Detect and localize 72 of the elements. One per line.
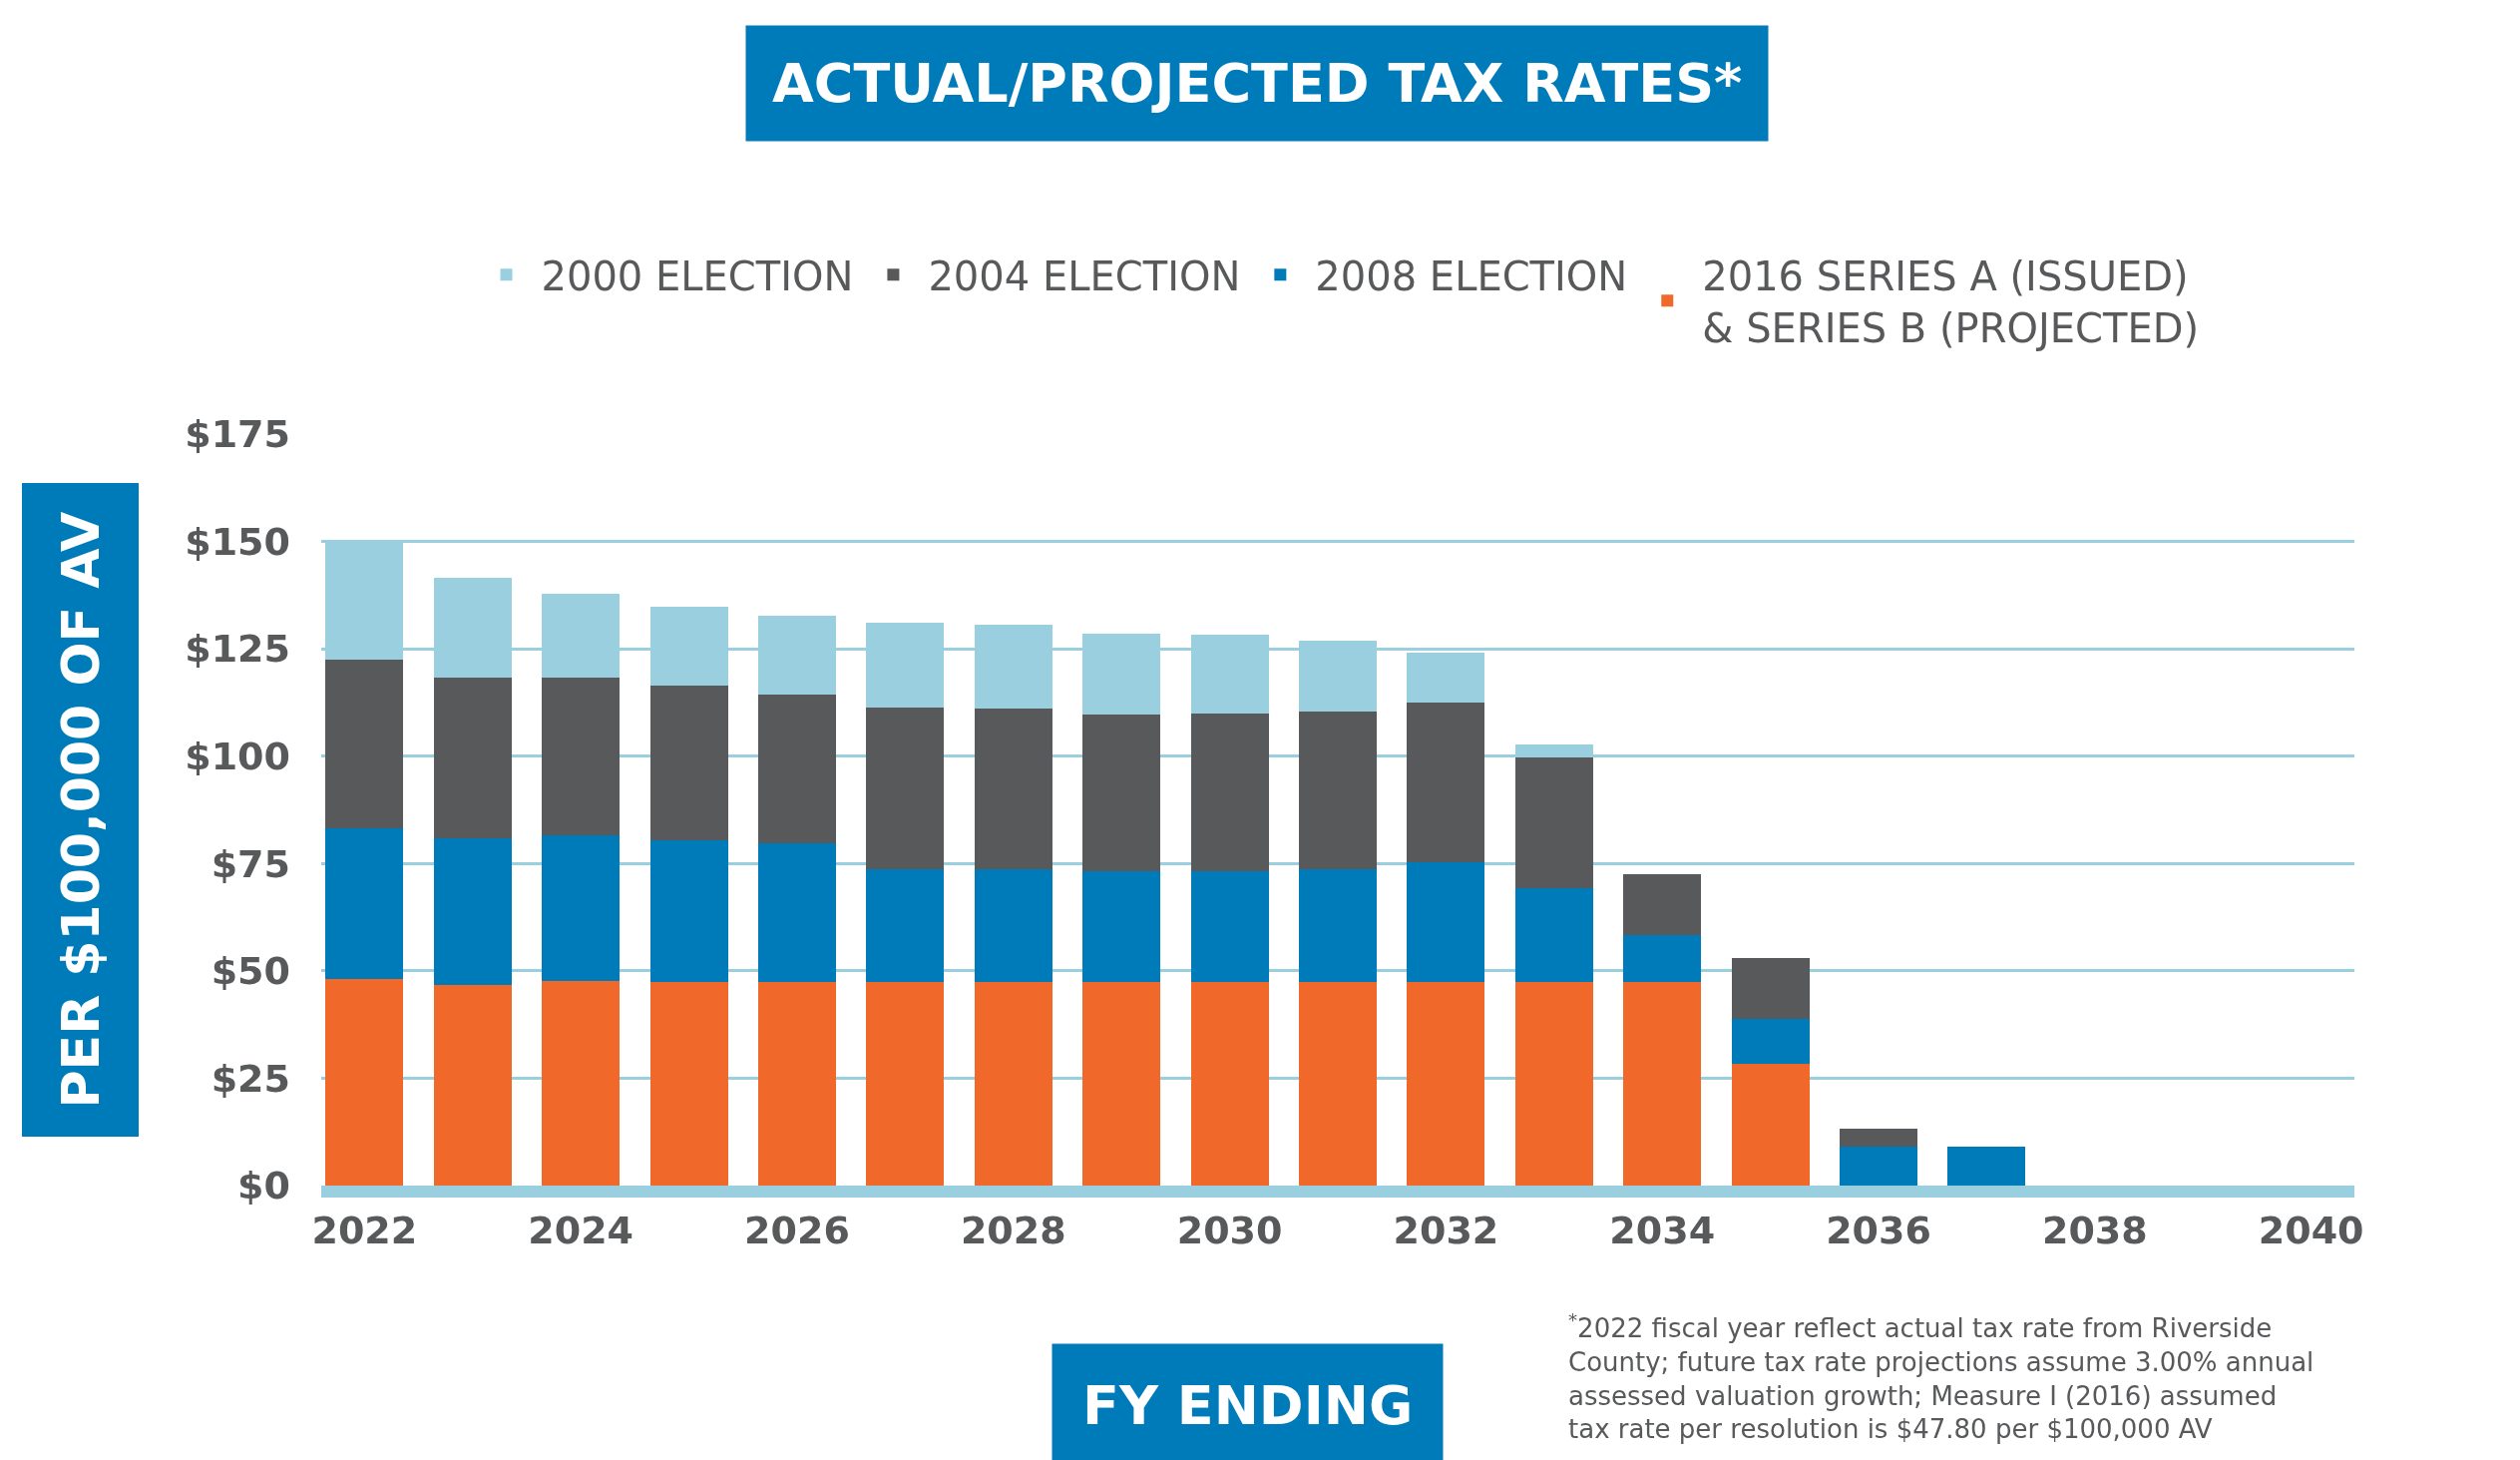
x-tick-label: 2038: [2041, 1208, 2148, 1252]
bar: [325, 978, 404, 1186]
y-tick-label: $50: [210, 949, 290, 994]
bar: [1731, 957, 1810, 1019]
bar: [1514, 756, 1593, 889]
x-axis-title: FY ENDING: [1082, 1374, 1414, 1437]
bar: [1298, 711, 1378, 869]
bar: [1731, 1064, 1810, 1186]
bar: [1082, 714, 1161, 871]
bar: [1623, 982, 1702, 1186]
bar: [1947, 1146, 2026, 1186]
bar: [325, 659, 404, 828]
x-tick-label: 2032: [1393, 1208, 1499, 1252]
x-tick-label: 2022: [311, 1208, 418, 1252]
x-tick-label: 2034: [1609, 1208, 1716, 1252]
bar: [1840, 1146, 1918, 1186]
y-tick-label: $150: [185, 519, 290, 564]
bar: [1407, 653, 1485, 703]
bar: [542, 980, 621, 1186]
x-tick-label: 2030: [1176, 1208, 1283, 1252]
bar: [325, 827, 404, 979]
y-tick-label: $175: [185, 412, 290, 457]
bar: [1514, 888, 1593, 983]
bar: [866, 982, 945, 1186]
bar: [974, 868, 1052, 983]
bar: [433, 677, 512, 839]
bar: [866, 868, 945, 983]
x-tick-label: 2036: [1826, 1208, 1931, 1252]
legend-label: 2016 SERIES A (ISSUED) & SERIES B (PROJECTED): [1702, 252, 2200, 351]
bar: [649, 840, 728, 983]
bar: [974, 709, 1052, 869]
x-tick-label: 2028: [960, 1208, 1066, 1252]
bar: [1190, 714, 1269, 871]
bar: [1731, 1018, 1810, 1065]
x-tick-label: 2040: [2258, 1208, 2364, 1252]
bar: [433, 838, 512, 985]
bar: [1298, 868, 1378, 983]
bar: [1082, 982, 1161, 1186]
bar: [649, 982, 728, 1186]
y-tick-label: $100: [185, 734, 290, 779]
bar: [1190, 982, 1269, 1186]
text: $^{*}$2022 fiscal year reflect actual tax rate from Riverside County; future tax rate projections assume 3.00% annual assessed valuation growth; Measure I (2016) assumed tax rate per resolution is $47.80 per $100,000 AV: [1568, 1309, 2314, 1445]
bar: [757, 843, 836, 983]
bar: [433, 984, 512, 1186]
bar: [1514, 982, 1593, 1186]
bar: [974, 982, 1052, 1186]
bar: [1407, 982, 1485, 1186]
bar: [1190, 870, 1269, 983]
bar: [1623, 935, 1702, 983]
bar: [542, 835, 621, 981]
y-tick-label: $25: [210, 1056, 290, 1101]
y-tick-label: $75: [210, 841, 290, 886]
x-tick-label: 2026: [744, 1208, 850, 1252]
legend-label: 2004 ELECTION: [928, 252, 1241, 299]
bar: [1407, 702, 1485, 863]
legend-label: 2000 ELECTION: [541, 252, 854, 299]
bar: [1407, 862, 1485, 983]
y-tick-label: $125: [185, 627, 290, 672]
bar: [1082, 870, 1161, 983]
chart-title: ACTUAL/PROJECTED TAX RATES*: [772, 52, 1743, 115]
y-tick-label: $0: [237, 1164, 290, 1209]
bar: [1840, 1128, 1918, 1147]
bar: [757, 982, 836, 1186]
bar: [649, 685, 728, 841]
bar: [542, 677, 621, 836]
bar: [1298, 982, 1378, 1186]
legend-label: 2008 ELECTION: [1315, 252, 1628, 299]
bar: [866, 707, 945, 869]
bar: [1623, 874, 1702, 936]
bar: [757, 695, 836, 844]
y-axis-title: PER $100,000 OF AV: [50, 511, 111, 1109]
x-tick-label: 2024: [528, 1208, 634, 1252]
